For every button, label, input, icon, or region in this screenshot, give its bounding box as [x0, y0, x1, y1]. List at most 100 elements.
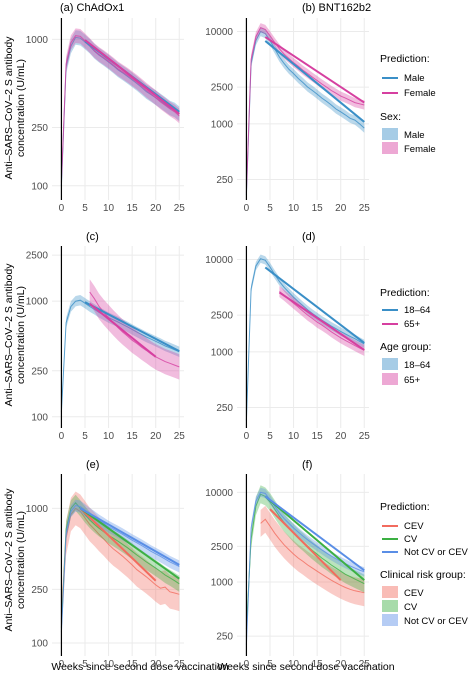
- x-tick-label: 0: [244, 659, 250, 670]
- ci-band-female: [61, 28, 180, 191]
- legend-prediction-title: Prediction:: [380, 53, 430, 65]
- prediction-line-female: [84, 39, 180, 115]
- x-tick-label: 20: [335, 659, 347, 670]
- mean-line-male: [60, 36, 180, 186]
- legend-band-cv: CV: [404, 602, 418, 613]
- panel-c-title: (c): [86, 231, 99, 243]
- x-tick-label: 10: [103, 659, 115, 670]
- mean-line-cev: [260, 518, 365, 594]
- legend-item-18-64: 18–64: [404, 305, 430, 316]
- x-tick-label: 15: [127, 659, 139, 670]
- ci-band-cev: [260, 505, 365, 607]
- legend-band-65: 65+: [404, 375, 421, 386]
- legend-band-title: Clinical risk group:: [380, 569, 466, 581]
- legend-prediction-title: Prediction:: [380, 287, 430, 299]
- legend-swatch-cv: [382, 600, 398, 612]
- legend-band-not-cv-or-cev: Not CV or CEV: [404, 616, 469, 627]
- x-tick-label: 15: [312, 203, 324, 214]
- prediction-line-cev: [79, 507, 157, 582]
- y-tick-label: 1000: [26, 504, 49, 515]
- ci-band-age_65: [89, 279, 180, 380]
- legend-row3: Prediction: CEV CV Not CV or CEV Clinica…: [380, 501, 469, 627]
- x-tick-label: 10: [288, 659, 300, 670]
- legend-band-female: Female: [404, 144, 436, 155]
- prediction-line-cv: [264, 495, 365, 581]
- prediction-line-age_18_64: [264, 266, 365, 344]
- prediction-line-age_65: [89, 302, 157, 358]
- y-tick-label: 250: [31, 585, 48, 596]
- mean-line-cev: [60, 507, 180, 620]
- legend-row1: Prediction: Male Female Sex: Male Female: [380, 53, 436, 155]
- panel-e-title: (e): [86, 459, 99, 471]
- legend-swatch-female: [382, 142, 398, 154]
- legend-band-male: Male: [404, 130, 425, 141]
- panel-d-title: (d): [302, 231, 315, 243]
- x-tick-label: 5: [82, 431, 88, 442]
- panel-c-plot: 0 5 10 15 20 25 100 250 1000 2500: [26, 246, 186, 442]
- y-tick-label: 1000: [26, 35, 49, 46]
- x-tick-label: 25: [359, 659, 371, 670]
- legend-band-cev: CEV: [404, 588, 424, 599]
- legend-swatch-65: [382, 373, 398, 385]
- ci-band-male: [61, 30, 180, 194]
- x-tick-label: 25: [174, 203, 186, 214]
- x-tick-label: 0: [244, 203, 250, 214]
- prediction-line-cev: [269, 508, 342, 581]
- y-tick-label: 250: [216, 175, 233, 186]
- y-tick-label: 1000: [211, 578, 234, 589]
- legend-item-cv: CV: [404, 534, 418, 545]
- ci-band-male: [246, 26, 365, 200]
- x-tick-label: 5: [82, 659, 88, 670]
- prediction-line-age_65: [278, 291, 365, 351]
- y-tick-label: 100: [31, 181, 48, 192]
- x-tick-label: 0: [244, 431, 250, 442]
- legend-band-title: Age group:: [380, 341, 431, 353]
- legend-item-male: Male: [404, 73, 425, 84]
- legend-prediction-title: Prediction:: [380, 501, 430, 513]
- x-tick-label: 5: [267, 659, 273, 670]
- x-tick-label: 15: [312, 659, 324, 670]
- prediction-line-not_cv_or_cev: [79, 507, 180, 566]
- x-tick-label: 20: [150, 659, 162, 670]
- y-label-line1: Anti–SARS–CoV–2 S antibody: [3, 488, 15, 632]
- legend-item-cev: CEV: [404, 521, 424, 532]
- x-tick-label: 25: [174, 431, 186, 442]
- legend-swatch-18-64: [382, 358, 398, 370]
- y-tick-label: 10000: [205, 488, 233, 499]
- prediction-line-female: [264, 36, 365, 104]
- legend-item-not-cv-or-cev: Not CV or CEV: [404, 547, 469, 558]
- prediction-line-not_cv_or_cev: [264, 495, 365, 572]
- prediction-line-male: [264, 40, 365, 123]
- panel-a-title: (a) ChAdOx1: [60, 2, 124, 14]
- x-tick-label: 0: [59, 431, 65, 442]
- y-tick-label: 250: [31, 366, 48, 377]
- ci-band-not_cv_or_cev: [61, 499, 180, 639]
- prediction-line-cv: [79, 507, 180, 580]
- y-axis-label-row3: Anti–SARS–CoV–2 S antibody concentration…: [3, 488, 27, 632]
- panel-f-title: (f): [302, 459, 312, 471]
- x-tick-label: 15: [312, 431, 324, 442]
- legend-item-65: 65+: [404, 319, 421, 330]
- y-tick-label: 1000: [211, 347, 234, 358]
- y-tick-label: 2500: [211, 311, 234, 322]
- ci-band-female: [246, 23, 365, 198]
- mean-line-age_18_64: [60, 299, 180, 413]
- x-tick-label: 5: [267, 203, 273, 214]
- y-tick-label: 2500: [211, 83, 234, 94]
- prediction-line-age_18_64: [84, 301, 180, 352]
- x-tick-label: 20: [150, 203, 162, 214]
- y-tick-label: 1000: [26, 297, 49, 308]
- panel-b-title: (b) BNT162b2: [302, 2, 371, 14]
- x-tick-label: 10: [288, 431, 300, 442]
- legend-swatch-not-cv-or-cev: [382, 614, 398, 626]
- panel-f-plot: 0 5 10 15 20 25 250 1000 2500 10000: [205, 474, 370, 670]
- x-tick-label: 20: [335, 431, 347, 442]
- x-tick-label: 25: [174, 659, 186, 670]
- x-tick-label: 5: [267, 431, 273, 442]
- x-tick-label: 25: [359, 431, 371, 442]
- mean-line-female: [60, 35, 180, 183]
- mean-line-male: [245, 30, 365, 196]
- panel-d-plot: 0 5 10 15 20 25 250 1000 2500 10000: [205, 246, 370, 442]
- mean-line-age_65: [279, 291, 365, 351]
